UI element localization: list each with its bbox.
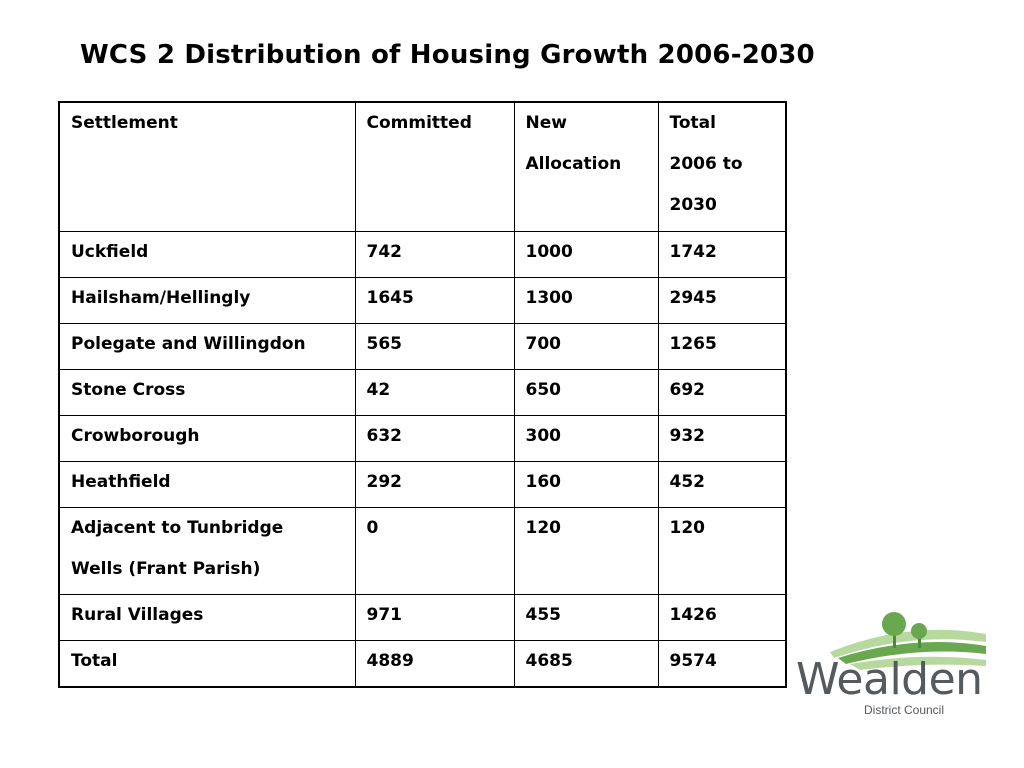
header-cell: Total 2006 to 2030 xyxy=(657,101,787,232)
table-cell: 1426 xyxy=(657,594,787,641)
table-cell: 42 xyxy=(354,369,515,416)
table-cell: 120 xyxy=(657,507,787,595)
table-cell: Crowborough xyxy=(58,415,356,462)
table-cell: 1645 xyxy=(354,277,515,324)
table-cell: 971 xyxy=(354,594,515,641)
housing-growth-table: Settlement Committed New Allocation Tota… xyxy=(58,101,787,688)
trees-on-hills-icon xyxy=(830,612,986,670)
logo-subtitle: District Council xyxy=(864,703,945,717)
table-cell: Polegate and Willingdon xyxy=(58,323,356,370)
page-title: WCS 2 Distribution of Housing Growth 200… xyxy=(80,40,815,70)
header-cell: Settlement xyxy=(58,101,356,232)
table-cell: 9574 xyxy=(657,640,787,688)
table-row: Heathfield 292 160 452 xyxy=(58,461,787,508)
table-cell: 0 xyxy=(354,507,515,595)
table-cell: 2945 xyxy=(657,277,787,324)
table-row: Rural Villages 971 455 1426 xyxy=(58,594,787,641)
table-cell: 4889 xyxy=(354,640,515,688)
table-cell: Uckfield xyxy=(58,231,356,278)
table-cell: 120 xyxy=(513,507,659,595)
table-cell: 455 xyxy=(513,594,659,641)
table-cell: 452 xyxy=(657,461,787,508)
table-cell: 1000 xyxy=(513,231,659,278)
table-cell: 1265 xyxy=(657,323,787,370)
table-row: Hailsham/Hellingly 1645 1300 2945 xyxy=(58,277,787,324)
table-cell: 4685 xyxy=(513,640,659,688)
table-cell: Heathfield xyxy=(58,461,356,508)
table-cell: 932 xyxy=(657,415,787,462)
table-row: Adjacent to Tunbridge Wells (Frant Paris… xyxy=(58,507,787,595)
table-cell: Rural Villages xyxy=(58,594,356,641)
logo-wordmark: Wealden xyxy=(796,654,983,705)
table-row: Crowborough 632 300 932 xyxy=(58,415,787,462)
table-cell: 632 xyxy=(354,415,515,462)
table-cell: 700 xyxy=(513,323,659,370)
wealden-logo: Wealden District Council xyxy=(790,612,990,722)
table-cell: 300 xyxy=(513,415,659,462)
header-cell: Committed xyxy=(354,101,515,232)
table-cell: 1300 xyxy=(513,277,659,324)
table-cell: 565 xyxy=(354,323,515,370)
table-cell: 742 xyxy=(354,231,515,278)
table-total-row: Total 4889 4685 9574 xyxy=(58,640,787,688)
table-cell: 160 xyxy=(513,461,659,508)
table-cell: 692 xyxy=(657,369,787,416)
table-header-row: Settlement Committed New Allocation Tota… xyxy=(58,101,787,232)
table-cell: Adjacent to Tunbridge Wells (Frant Paris… xyxy=(58,507,356,595)
table-cell: Hailsham/Hellingly xyxy=(58,277,356,324)
table-cell: 292 xyxy=(354,461,515,508)
table-row: Polegate and Willingdon 565 700 1265 xyxy=(58,323,787,370)
table-cell: 650 xyxy=(513,369,659,416)
table-row: Stone Cross 42 650 692 xyxy=(58,369,787,416)
table-cell: 1742 xyxy=(657,231,787,278)
table-cell: Total xyxy=(58,640,356,688)
header-cell: New Allocation xyxy=(513,101,659,232)
table-row: Uckfield 742 1000 1742 xyxy=(58,231,787,278)
table-cell: Stone Cross xyxy=(58,369,356,416)
